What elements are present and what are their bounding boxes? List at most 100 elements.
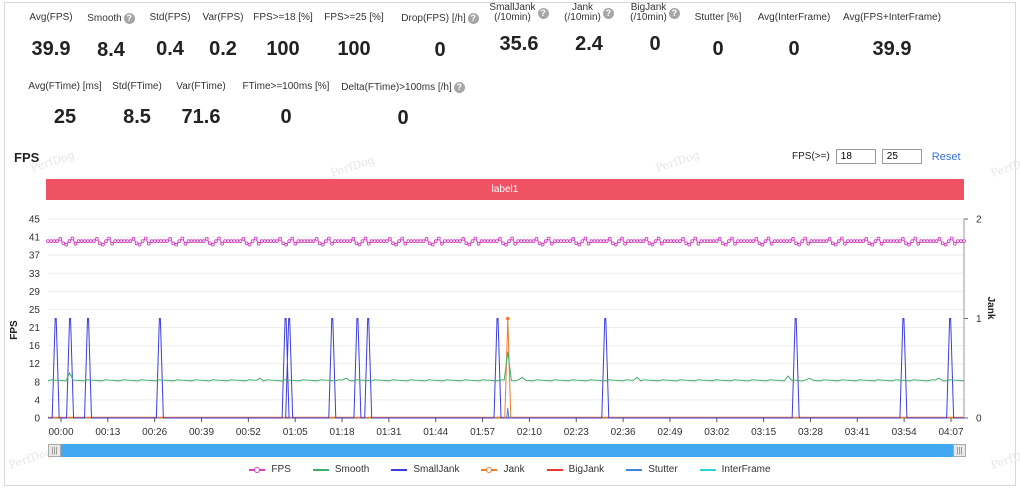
fps-point — [577, 242, 582, 247]
fps-point — [88, 239, 93, 243]
help-icon[interactable]: ? — [467, 13, 479, 24]
fps-point — [833, 242, 838, 247]
legend-swatch-icon — [626, 468, 643, 471]
time-range-slider[interactable]: ||| ||| — [48, 444, 966, 457]
fps-point — [122, 239, 127, 243]
help-icon[interactable]: ? — [123, 13, 135, 24]
slider-right-handle[interactable]: ||| — [953, 444, 966, 457]
metric-label: FPS>=25 [%] — [324, 12, 384, 23]
legend-swatch-icon — [546, 468, 563, 471]
fps-point — [782, 239, 786, 243]
label-bar[interactable]: label1 — [46, 179, 964, 200]
legend-item-smalljank[interactable]: SmallJank — [391, 464, 459, 475]
fps-point — [571, 237, 576, 241]
fps-point — [342, 239, 347, 243]
metric-0: Avg(FTime) [ms] 25 — [26, 82, 104, 129]
fps-point — [650, 242, 655, 247]
fps-point — [607, 237, 612, 241]
fps-point — [424, 237, 429, 241]
legend-item-smooth[interactable]: Smooth — [312, 464, 369, 475]
fps-point — [531, 239, 536, 243]
fps-point — [644, 237, 649, 241]
x-tick-label: 03:28 — [798, 427, 823, 438]
fps-point — [403, 241, 408, 246]
slider-left-handle[interactable]: ||| — [48, 444, 61, 457]
fps-point — [894, 239, 899, 243]
metric-label: Drop(FPS) [/h] — [401, 12, 466, 24]
fps-point — [198, 239, 203, 243]
fps-point — [311, 239, 316, 243]
fps-point — [494, 239, 499, 243]
metric-label: Avg(FPS+InterFrame) — [843, 12, 941, 23]
fps-point — [195, 239, 200, 243]
fps-point — [146, 241, 151, 246]
metric-value: 35.6 — [499, 33, 539, 55]
y-axis-title: FPS — [9, 320, 20, 340]
legend-item-jank[interactable]: Jank — [481, 464, 525, 475]
legend-item-interframe[interactable]: InterFrame — [699, 464, 771, 475]
fps-point — [791, 237, 795, 241]
fps-point — [818, 239, 823, 243]
fps-point — [473, 236, 478, 241]
fps-point — [49, 239, 53, 243]
metric-value: 0 — [280, 106, 292, 128]
fps-point — [372, 239, 377, 243]
fps-point — [913, 236, 917, 241]
fps-point — [281, 241, 285, 246]
fps-point — [229, 239, 234, 243]
fps-point — [962, 239, 966, 243]
fps-point — [479, 239, 484, 243]
fps-point — [827, 237, 832, 241]
fps-point — [604, 239, 609, 243]
fps-point — [901, 237, 905, 241]
legend-item-bigjank[interactable]: BigJank — [546, 464, 604, 475]
fps-point — [925, 239, 930, 243]
fps-point — [430, 242, 435, 247]
fps-point — [861, 239, 866, 243]
help-icon[interactable]: ? — [602, 7, 614, 19]
x-tick-label: 01:18 — [330, 427, 355, 438]
fps-point — [534, 237, 539, 241]
metric-value: 8.5 — [123, 106, 151, 128]
fps-threshold-low-input[interactable] — [835, 149, 876, 164]
fps-point — [363, 236, 368, 241]
fps-point — [595, 239, 600, 243]
fps-point — [137, 242, 142, 247]
fps-point — [653, 239, 658, 243]
fps-point — [687, 242, 692, 247]
fps-point — [696, 241, 701, 246]
metric-1: Smooth? 8.4 — [80, 8, 142, 62]
fps-threshold-label: FPS(>=) — [792, 151, 830, 162]
fps-point — [638, 239, 643, 243]
y-tick-label: 33 — [29, 269, 41, 280]
fps-point — [824, 239, 829, 243]
fps-threshold-high-input[interactable] — [881, 149, 922, 164]
fps-point — [409, 239, 414, 243]
fps-point — [262, 239, 267, 243]
fps-point — [375, 239, 380, 243]
fps-point — [378, 239, 383, 243]
metric-label: FTime>=100ms [%] — [242, 81, 330, 92]
fps-point — [507, 239, 511, 243]
help-icon[interactable]: ? — [537, 7, 549, 19]
legend-item-stutter[interactable]: Stutter — [626, 464, 678, 475]
fps-point — [632, 239, 637, 243]
legend-item-fps[interactable]: FPS — [249, 464, 291, 475]
fps-point — [510, 236, 514, 241]
fps-point — [662, 239, 667, 243]
fps-point — [565, 239, 569, 243]
help-icon[interactable]: ? — [668, 7, 680, 19]
reset-link[interactable]: Reset — [931, 150, 961, 163]
fps-point — [317, 241, 322, 246]
fps-point — [452, 239, 456, 243]
fps-point — [543, 239, 548, 243]
fps-point — [678, 239, 682, 243]
fps-point — [397, 239, 401, 243]
metric-4: Delta(FTime)>100ms [/h]? 0 — [338, 82, 468, 130]
fps-point — [864, 237, 869, 241]
metric-label: FPS>=18 [%] — [253, 12, 313, 23]
fps-point — [788, 239, 792, 243]
fps-point — [394, 242, 398, 247]
help-icon[interactable]: ? — [453, 82, 465, 93]
